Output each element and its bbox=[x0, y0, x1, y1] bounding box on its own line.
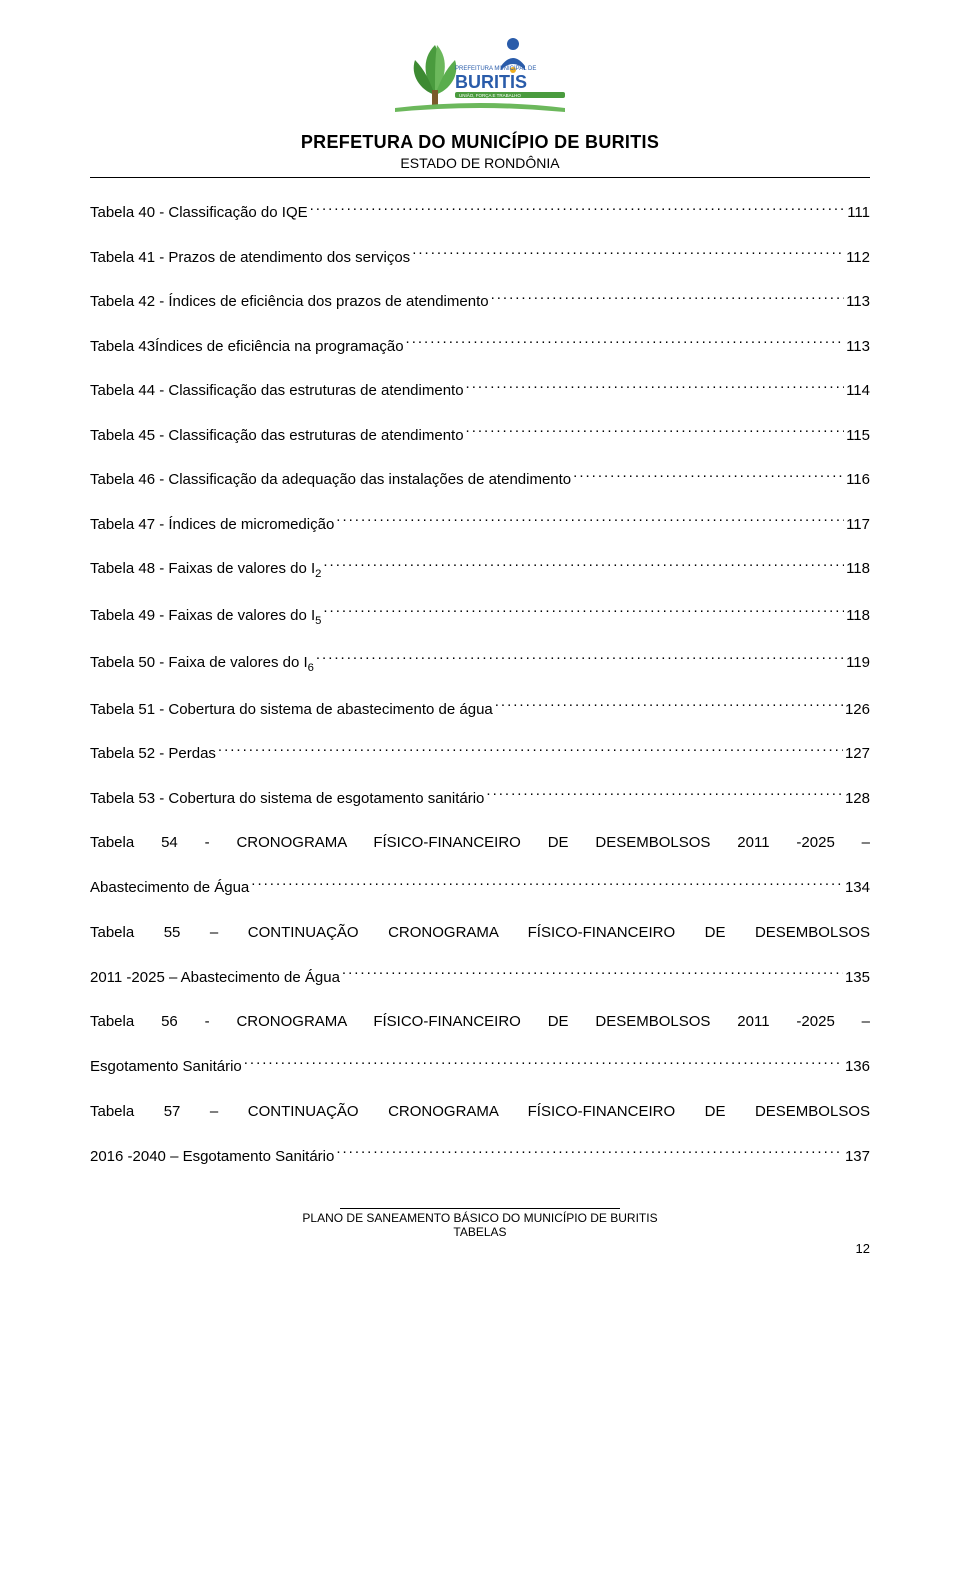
toc-entry-title: Tabela 47 - Índices de micromedição bbox=[90, 514, 334, 537]
toc-entry: Tabela 42 - Índices de eficiência dos pr… bbox=[90, 291, 870, 314]
toc-entry: Tabela 48 - Faixas de valores do I2 118 bbox=[90, 558, 870, 583]
toc-entry-title: Tabela 42 - Índices de eficiência dos pr… bbox=[90, 291, 489, 314]
toc-leader bbox=[412, 247, 844, 262]
toc-entry: Tabela 47 - Índices de micromedição 117 bbox=[90, 514, 870, 537]
toc-page-number: 114 bbox=[846, 380, 870, 403]
toc-entry: Tabela 56 - CRONOGRAMA FÍSICO-FINANCEIRO… bbox=[90, 1011, 870, 1079]
page-number: 12 bbox=[90, 1241, 870, 1256]
toc-page-number: 116 bbox=[846, 469, 870, 492]
toc-leader bbox=[466, 380, 845, 395]
toc-entry-title: Tabela 52 - Perdas bbox=[90, 743, 216, 766]
toc-page-number: 115 bbox=[846, 425, 870, 448]
toc-entry: Tabela 40 - Classificação do IQE 111 bbox=[90, 202, 870, 225]
toc-page-number: 137 bbox=[845, 1146, 870, 1169]
toc-entry-line1: Tabela 57 – CONTINUAÇÃO CRONOGRAMA FÍSIC… bbox=[90, 1101, 870, 1146]
toc-page-number: 128 bbox=[845, 788, 870, 811]
header-divider bbox=[90, 177, 870, 178]
toc-entry-title: Tabela 48 - Faixas de valores do I2 bbox=[90, 558, 321, 583]
toc-page-number: 127 bbox=[845, 743, 870, 766]
logo-text-2: BURITIS bbox=[455, 72, 527, 92]
toc-entry-title: Tabela 53 - Cobertura do sistema de esgo… bbox=[90, 788, 484, 811]
toc-leader bbox=[495, 699, 843, 714]
toc-entry-title: Tabela 50 - Faixa de valores do I6 bbox=[90, 652, 314, 677]
toc-leader bbox=[251, 877, 843, 892]
toc-page-number: 135 bbox=[845, 967, 870, 990]
logo-text-3: UNIÃO, FORÇA E TRABALHO bbox=[459, 92, 521, 98]
toc-entry-title: Tabela 51 - Cobertura do sistema de abas… bbox=[90, 699, 493, 722]
toc-entry-title: Tabela 43Índices de eficiência na progra… bbox=[90, 336, 404, 359]
toc-entry: Tabela 54 - CRONOGRAMA FÍSICO-FINANCEIRO… bbox=[90, 832, 870, 900]
toc-leader bbox=[310, 202, 846, 217]
toc-entry-title: Tabela 41 - Prazos de atendimento dos se… bbox=[90, 247, 410, 270]
toc-page-number: 118 bbox=[846, 605, 870, 628]
toc-entry-line2: Abastecimento de Água bbox=[90, 877, 249, 900]
toc-leader bbox=[336, 514, 844, 529]
toc-entry: Tabela 53 - Cobertura do sistema de esgo… bbox=[90, 788, 870, 811]
footer-line-2: TABELAS bbox=[90, 1225, 870, 1239]
toc-entry: Tabela 41 - Prazos de atendimento dos se… bbox=[90, 247, 870, 270]
toc-leader bbox=[336, 1146, 843, 1161]
toc-leader bbox=[486, 788, 843, 803]
toc-entry: Tabela 44 - Classificação das estruturas… bbox=[90, 380, 870, 403]
buritis-crest-icon: PREFEITURA MUNICIPAL DE BURITIS UNIÃO, F… bbox=[385, 30, 575, 120]
toc-leader bbox=[218, 743, 843, 758]
toc-page-number: 118 bbox=[846, 558, 870, 581]
toc-entry: Tabela 45 - Classificação das estruturas… bbox=[90, 425, 870, 448]
toc-page-number: 126 bbox=[845, 699, 870, 722]
toc-entry-line1: Tabela 56 - CRONOGRAMA FÍSICO-FINANCEIRO… bbox=[90, 1011, 870, 1056]
toc-entry: Tabela 55 – CONTINUAÇÃO CRONOGRAMA FÍSIC… bbox=[90, 922, 870, 990]
toc-entry: Tabela 52 - Perdas 127 bbox=[90, 743, 870, 766]
toc-entry-line1: Tabela 54 - CRONOGRAMA FÍSICO-FINANCEIRO… bbox=[90, 832, 870, 877]
page-header-subtitle: ESTADO DE RONDÔNIA bbox=[90, 155, 870, 171]
toc-entry-line1: Tabela 55 – CONTINUAÇÃO CRONOGRAMA FÍSIC… bbox=[90, 922, 870, 967]
toc-entry-title: Tabela 46 - Classificação da adequação d… bbox=[90, 469, 571, 492]
toc-page-number: 134 bbox=[845, 877, 870, 900]
toc-page-number: 113 bbox=[846, 336, 870, 359]
toc-entry: Tabela 57 – CONTINUAÇÃO CRONOGRAMA FÍSIC… bbox=[90, 1101, 870, 1169]
page-header-title: PREFETURA DO MUNICÍPIO DE BURITIS bbox=[90, 132, 870, 153]
footer-divider bbox=[340, 1208, 620, 1209]
toc-leader bbox=[323, 558, 844, 573]
toc-entry: Tabela 50 - Faixa de valores do I6 119 bbox=[90, 652, 870, 677]
table-of-contents: Tabela 40 - Classificação do IQE 111Tabe… bbox=[90, 202, 870, 1168]
toc-entry: Tabela 49 - Faixas de valores do I5 118 bbox=[90, 605, 870, 630]
toc-leader bbox=[244, 1056, 843, 1071]
toc-leader bbox=[491, 291, 844, 306]
toc-page-number: 111 bbox=[847, 202, 870, 225]
toc-leader bbox=[316, 652, 844, 667]
toc-entry-title: Tabela 45 - Classificação das estruturas… bbox=[90, 425, 464, 448]
toc-entry-line2: 2011 -2025 – Abastecimento de Água bbox=[90, 967, 340, 990]
toc-leader bbox=[466, 425, 845, 440]
toc-entry-line2: Esgotamento Sanitário bbox=[90, 1056, 242, 1079]
page-footer: PLANO DE SANEAMENTO BÁSICO DO MUNICÍPIO … bbox=[90, 1208, 870, 1239]
toc-entry-title: Tabela 49 - Faixas de valores do I5 bbox=[90, 605, 321, 630]
toc-leader bbox=[573, 469, 844, 484]
toc-entry-line2: 2016 -2040 – Esgotamento Sanitário bbox=[90, 1146, 334, 1169]
toc-page-number: 113 bbox=[846, 291, 870, 314]
toc-page-number: 117 bbox=[846, 514, 870, 537]
toc-page-number: 119 bbox=[846, 652, 870, 675]
toc-leader bbox=[342, 967, 843, 982]
toc-page-number: 136 bbox=[845, 1056, 870, 1079]
toc-page-number: 112 bbox=[846, 247, 870, 270]
header-logo: PREFEITURA MUNICIPAL DE BURITIS UNIÃO, F… bbox=[90, 30, 870, 124]
toc-entry-title: Tabela 40 - Classificação do IQE bbox=[90, 202, 308, 225]
toc-entry-title: Tabela 44 - Classificação das estruturas… bbox=[90, 380, 464, 403]
toc-leader bbox=[323, 605, 844, 620]
toc-entry: Tabela 51 - Cobertura do sistema de abas… bbox=[90, 699, 870, 722]
footer-line-1: PLANO DE SANEAMENTO BÁSICO DO MUNICÍPIO … bbox=[90, 1211, 870, 1225]
toc-leader bbox=[406, 336, 845, 351]
toc-entry: Tabela 46 - Classificação da adequação d… bbox=[90, 469, 870, 492]
toc-entry: Tabela 43Índices de eficiência na progra… bbox=[90, 336, 870, 359]
